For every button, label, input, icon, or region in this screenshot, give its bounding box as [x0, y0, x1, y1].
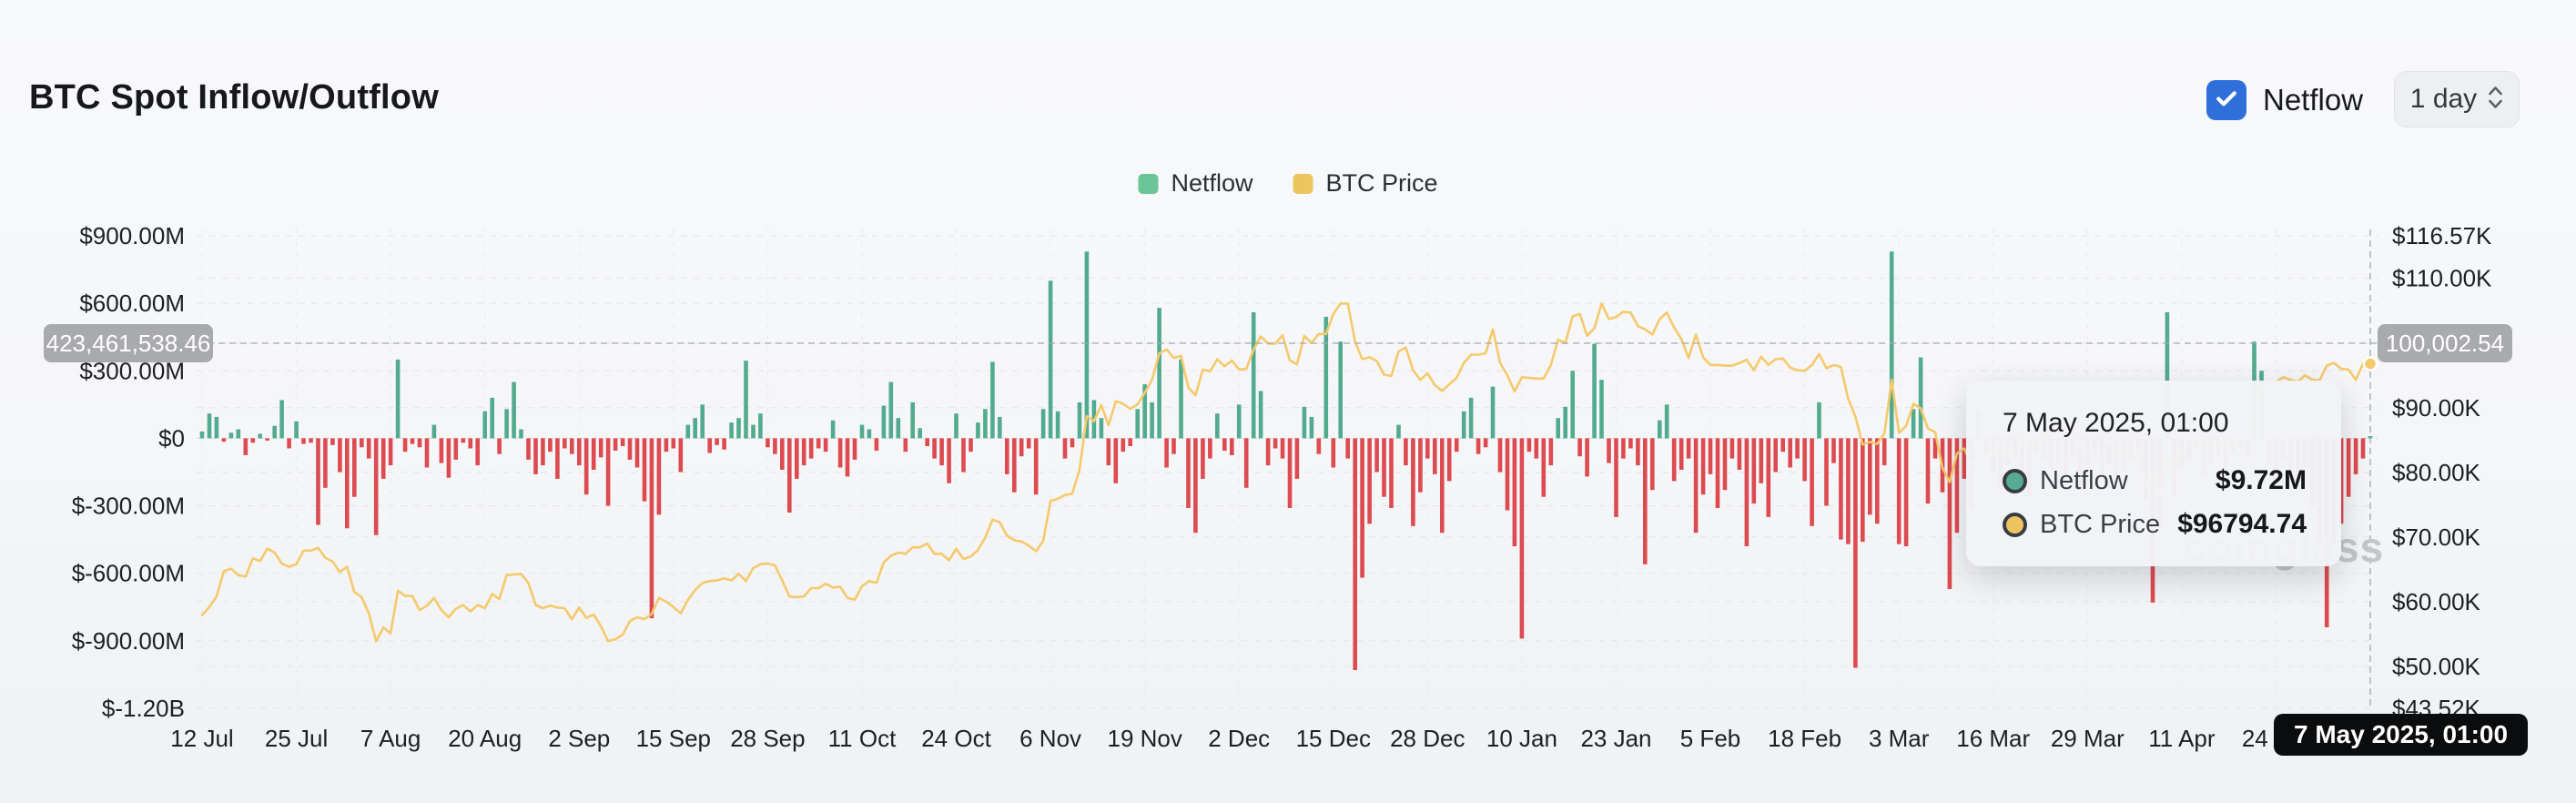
- svg-text:24 Oct: 24 Oct: [921, 725, 991, 752]
- svg-text:2 Dec: 2 Dec: [1208, 725, 1270, 752]
- legend-item-netflow[interactable]: Netflow: [1138, 169, 1253, 198]
- svg-text:23 Jan: 23 Jan: [1580, 725, 1651, 752]
- svg-text:$90.00K: $90.00K: [2392, 394, 2481, 422]
- tooltip-value: $96794.74: [2177, 509, 2307, 539]
- netflow-toggle-label: Netflow: [2263, 83, 2364, 117]
- x-axis-crosshair-tooltip: 7 May 2025, 01:00: [2274, 714, 2529, 756]
- svg-text:28 Dec: 28 Dec: [1390, 725, 1465, 752]
- svg-text:15 Dec: 15 Dec: [1296, 725, 1371, 752]
- svg-text:$600.00M: $600.00M: [79, 290, 185, 317]
- svg-text:$900.00M: $900.00M: [79, 222, 185, 249]
- svg-text:12 Jul: 12 Jul: [170, 725, 233, 752]
- tooltip-label: Netflow: [2040, 465, 2128, 495]
- svg-text:25 Jul: 25 Jul: [265, 725, 328, 752]
- svg-text:2 Sep: 2 Sep: [548, 725, 610, 752]
- legend-item-btc-price[interactable]: BTC Price: [1293, 169, 1438, 198]
- tooltip-label: BTC Price: [2040, 509, 2161, 539]
- svg-text:28 Sep: 28 Sep: [730, 725, 805, 752]
- svg-text:$116.57K: $116.57K: [2392, 222, 2492, 249]
- svg-text:$110.00K: $110.00K: [2392, 265, 2492, 292]
- svg-text:19 Nov: 19 Nov: [1108, 725, 1182, 752]
- tooltip-row-netflow: Netflow $9.72M: [2003, 462, 2307, 499]
- btc-price-swatch-icon: [1293, 173, 1313, 194]
- svg-text:11 Oct: 11 Oct: [828, 725, 897, 752]
- netflow-toggle[interactable]: Netflow: [2206, 80, 2363, 120]
- left-axis-crosshair-badge: 423,461,538.46: [44, 324, 213, 362]
- page-title: BTC Spot Inflow/Outflow: [29, 78, 439, 117]
- checkmark-icon: [2213, 85, 2240, 117]
- tooltip-row-btc-price: BTC Price $96794.74: [2003, 506, 2307, 543]
- svg-text:$-300.00M: $-300.00M: [72, 493, 185, 520]
- right-axis-crosshair-badge: 100,002.54: [2378, 324, 2512, 362]
- legend-label: BTC Price: [1325, 169, 1438, 197]
- svg-text:16 Mar: 16 Mar: [1956, 725, 2030, 752]
- svg-text:18 Feb: 18 Feb: [1768, 725, 1841, 752]
- interval-select[interactable]: 1 day: [2394, 71, 2520, 127]
- chart-tooltip: 7 May 2025, 01:00 Netflow $9.72M BTC Pri…: [1966, 381, 2341, 566]
- legend-label: Netflow: [1171, 169, 1253, 197]
- svg-text:5 Feb: 5 Feb: [1680, 725, 1741, 752]
- svg-text:$0: $0: [158, 424, 185, 452]
- netflow-checkbox[interactable]: [2206, 80, 2246, 120]
- btc-price-marker-icon: [2003, 512, 2027, 537]
- tooltip-datetime: 7 May 2025, 01:00: [2003, 408, 2229, 438]
- svg-text:11 Apr: 11 Apr: [2148, 725, 2216, 752]
- netflow-marker-icon: [2003, 468, 2027, 493]
- interval-select-value: 1 day: [2409, 84, 2478, 114]
- svg-text:29 Mar: 29 Mar: [2051, 725, 2125, 752]
- svg-text:15 Sep: 15 Sep: [636, 725, 711, 752]
- svg-text:10 Jan: 10 Jan: [1486, 725, 1557, 752]
- tooltip-value: $9.72M: [2215, 465, 2307, 495]
- netflow-swatch-icon: [1138, 173, 1159, 194]
- svg-text:6 Nov: 6 Nov: [1019, 725, 1081, 752]
- svg-text:$60.00K: $60.00K: [2392, 588, 2481, 615]
- svg-text:20 Aug: 20 Aug: [448, 725, 522, 752]
- svg-text:$70.00K: $70.00K: [2392, 523, 2481, 551]
- svg-text:$-1.20B: $-1.20B: [102, 695, 185, 722]
- svg-text:$50.00K: $50.00K: [2392, 653, 2481, 680]
- svg-text:$-600.00M: $-600.00M: [72, 560, 185, 587]
- svg-text:$80.00K: $80.00K: [2392, 459, 2481, 486]
- chart-legend: Netflow BTC Price: [1138, 169, 1438, 198]
- svg-text:$-900.00M: $-900.00M: [72, 627, 185, 655]
- stepper-chevrons-icon: [2488, 83, 2503, 117]
- svg-text:3 Mar: 3 Mar: [1869, 725, 1930, 752]
- svg-text:7 Aug: 7 Aug: [360, 725, 421, 752]
